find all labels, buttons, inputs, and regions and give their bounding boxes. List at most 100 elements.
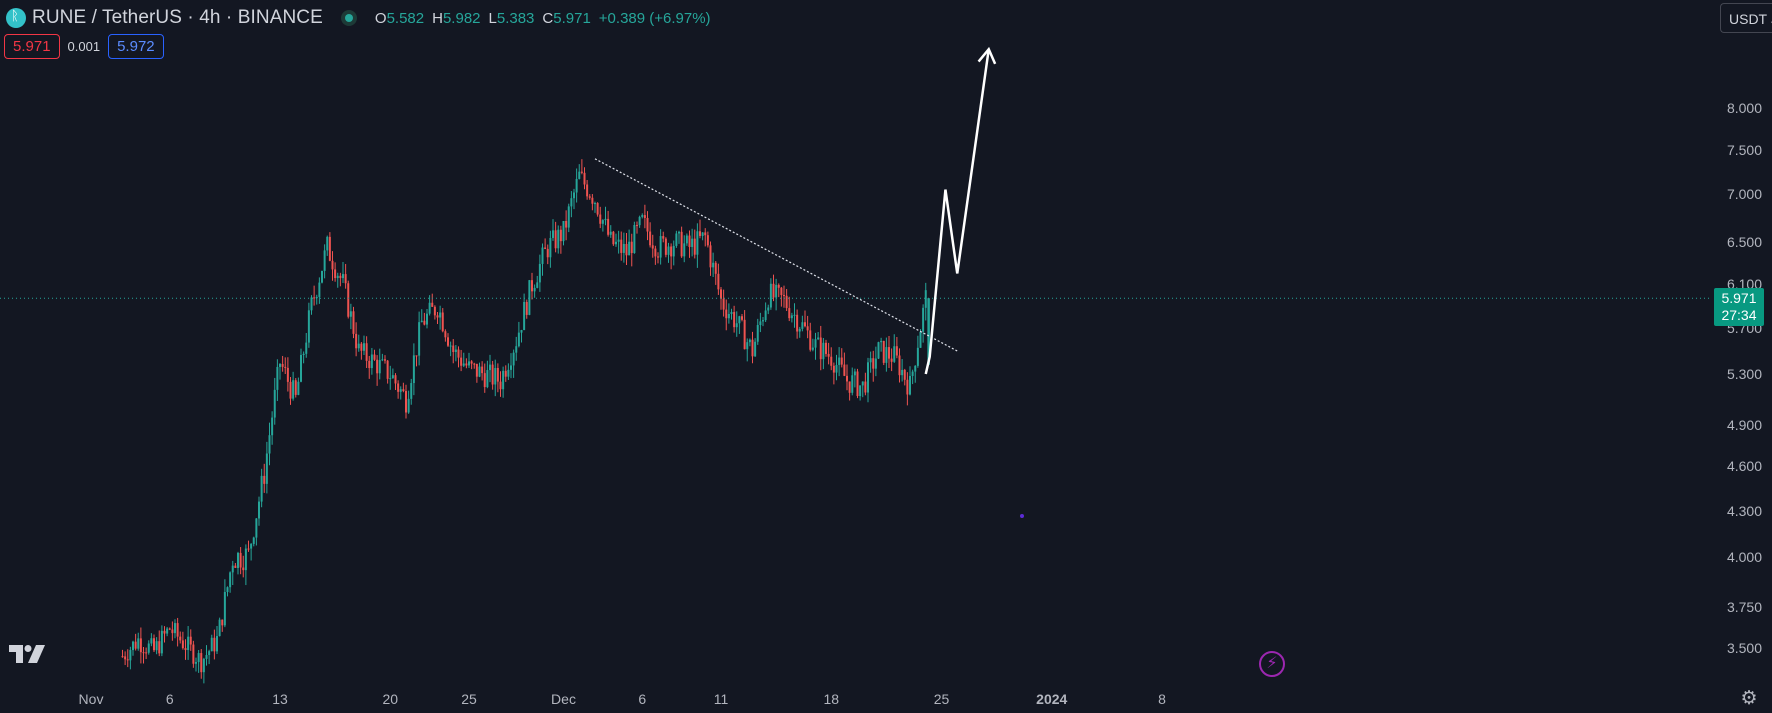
candle-body (709, 245, 712, 268)
candle-body (604, 218, 607, 221)
candle-body (625, 243, 628, 256)
candle-body (751, 339, 754, 357)
candle-body (300, 354, 302, 382)
last-price-badge: 5.971 27:34 (1714, 288, 1764, 326)
candle-body (867, 362, 869, 393)
candle-body (596, 203, 599, 215)
candle-body (132, 641, 134, 651)
candle-body (349, 311, 352, 317)
candle-body (121, 656, 124, 658)
projection-arrow-head (977, 46, 997, 65)
candle-body (927, 298, 930, 365)
y-tick-label: 4.000 (1727, 549, 1762, 565)
candle-body (580, 171, 583, 173)
quote-row: 5.971 0.001 5.972 (4, 34, 164, 59)
x-tick-label: Dec (551, 691, 576, 707)
candle-body (633, 225, 636, 254)
candle-body (651, 245, 654, 249)
candle-body (431, 302, 434, 307)
candle-body (365, 343, 368, 361)
candle-body (376, 359, 379, 374)
candle-body (859, 385, 862, 397)
candle-body (174, 623, 176, 634)
gear-icon[interactable]: ⚙ (1740, 688, 1758, 709)
y-tick-label: 4.900 (1727, 417, 1762, 433)
candle-body (817, 337, 820, 340)
candle-body (326, 236, 329, 251)
candle-body (777, 284, 780, 288)
bolt-icon[interactable]: ⚡ (1259, 651, 1285, 677)
projection-arrow[interactable] (924, 49, 990, 375)
candle-body (851, 375, 854, 393)
candle-body (397, 383, 400, 392)
buy-button[interactable]: 5.972 (108, 34, 164, 59)
candle-body (512, 352, 515, 366)
candle-body (528, 280, 531, 315)
candle-body (504, 370, 507, 377)
candle-body (363, 343, 365, 351)
descending-trendline[interactable] (594, 158, 958, 352)
candle-body (533, 287, 536, 292)
candle-body (769, 283, 772, 308)
candle-body (491, 364, 494, 385)
candle-body (756, 325, 759, 342)
tradingview-logo-icon[interactable] (9, 645, 49, 665)
candle-body (609, 231, 612, 235)
y-tick-label: 3.750 (1727, 599, 1762, 615)
candle-body (187, 636, 190, 651)
candle-body (244, 548, 247, 571)
candle-body (478, 366, 481, 377)
candle-body (399, 389, 402, 392)
candle-body (281, 363, 284, 367)
candle-body (200, 653, 203, 673)
candle-body (510, 365, 512, 370)
candle-body (636, 225, 638, 227)
candle-body (720, 289, 722, 299)
candle-body (407, 398, 410, 413)
candle-body (271, 417, 274, 436)
candle-body (357, 343, 360, 349)
candle-body (507, 369, 510, 377)
candle-body (305, 342, 308, 354)
candle-body (599, 214, 602, 224)
candle-body (126, 659, 129, 661)
candle-body (848, 381, 851, 393)
candle-body (806, 326, 809, 331)
candle-body (638, 216, 641, 226)
candle-body (447, 337, 449, 346)
candle-body (452, 345, 455, 353)
candle-body (323, 250, 326, 271)
chevron-down-icon: ⌄ (1769, 16, 1772, 27)
candle-body (780, 287, 783, 296)
candle-body (457, 349, 460, 358)
sell-button[interactable]: 5.971 (4, 34, 60, 59)
currency-select[interactable]: USDT⌄ (1720, 3, 1772, 33)
candle-body (738, 316, 741, 324)
candle-body (386, 360, 389, 379)
x-tick-label: Nov (79, 691, 104, 707)
candle-body (168, 628, 171, 630)
candle-body (499, 381, 502, 390)
candle-body (268, 435, 271, 454)
candle-body (473, 363, 476, 365)
candle-body (825, 342, 827, 354)
candle-body (195, 662, 197, 664)
candle-body (273, 389, 276, 418)
candle-body (748, 339, 751, 343)
candle-body (762, 320, 764, 322)
candle-body (318, 282, 321, 297)
candle-body (197, 653, 200, 663)
symbol-title[interactable]: RUNE / TetherUS · 4h · BINANCE (32, 7, 323, 28)
candle-body (714, 262, 717, 274)
candle-body (877, 342, 880, 359)
candle-body (179, 636, 182, 641)
market-status-icon[interactable] (340, 10, 357, 26)
candle-body (727, 313, 730, 319)
candle-body (489, 364, 491, 371)
candle-body (428, 302, 431, 314)
candle-body (783, 295, 785, 297)
candle-body (741, 316, 743, 320)
candle-body (678, 231, 680, 234)
candle-body (882, 340, 885, 363)
